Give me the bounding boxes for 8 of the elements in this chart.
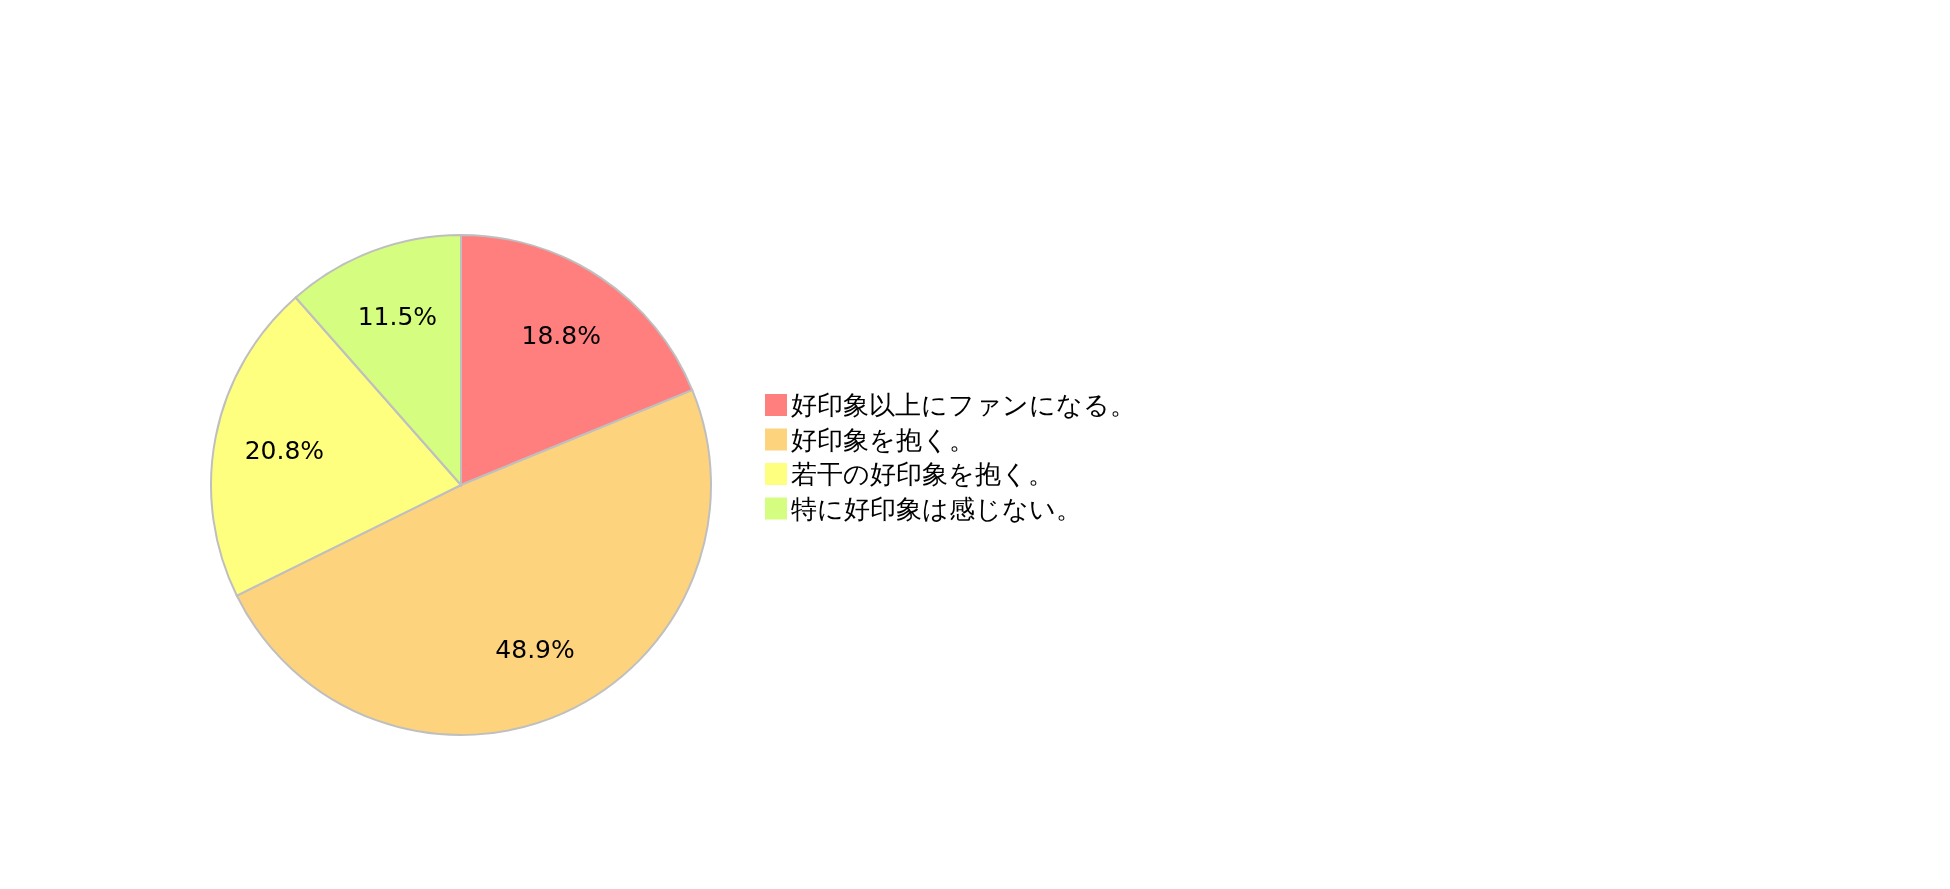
legend-label: 特に好印象は感じない。 xyxy=(791,493,1082,524)
legend-label: 好印象を抱く。 xyxy=(791,424,975,455)
data-label: 48.9% xyxy=(495,634,575,664)
legend-label: 好印象以上にファンになる。 xyxy=(791,390,1136,420)
data-label: 11.5% xyxy=(357,302,438,332)
legend-label: 若干の好印象を抱く。 xyxy=(791,459,1054,489)
data-label: 18.8% xyxy=(521,320,601,350)
data-label: 20.8% xyxy=(244,435,325,465)
